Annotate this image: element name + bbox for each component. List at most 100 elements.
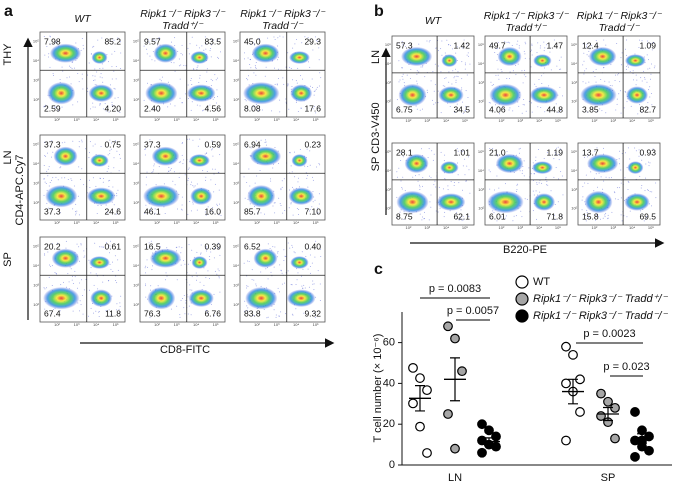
event-dot — [206, 68, 208, 70]
x-tick-label: 10⁴ — [93, 322, 99, 327]
event-dot — [160, 80, 162, 82]
event-dot — [94, 75, 96, 77]
event-dot — [273, 309, 275, 311]
event-dot — [255, 61, 257, 63]
event-dot — [204, 153, 206, 155]
event-dot — [202, 110, 204, 112]
event-dot — [557, 146, 559, 148]
event-dot — [449, 44, 451, 46]
event-dot — [49, 35, 51, 37]
event-dot — [106, 212, 108, 214]
event-dot — [309, 164, 311, 166]
event-dot — [244, 300, 246, 302]
event-dot — [112, 270, 114, 272]
event-dot — [213, 39, 215, 41]
data-point — [610, 433, 620, 444]
event-dot — [651, 191, 653, 193]
event-dot — [625, 91, 627, 93]
event-dot — [72, 104, 74, 106]
event-dot — [401, 186, 403, 188]
event-dot — [624, 177, 626, 179]
event-dot — [62, 70, 64, 72]
y-tick-label: 10⁴ — [571, 168, 577, 173]
event-dot — [255, 67, 257, 69]
error-bar — [637, 433, 647, 444]
event-dot — [444, 78, 446, 80]
event-dot — [76, 210, 78, 212]
event-dot — [629, 210, 631, 212]
event-dot — [313, 90, 315, 92]
event-dot — [428, 219, 430, 221]
x-tick-label: 10⁴ — [293, 117, 299, 122]
x-tick-label: 10⁵ — [462, 225, 468, 230]
quadrant-value: 49.7 — [489, 40, 506, 50]
event-dot — [150, 240, 152, 242]
event-dot — [426, 40, 428, 42]
event-dot — [272, 205, 274, 207]
event-dot — [71, 279, 73, 281]
event-dot — [312, 280, 314, 282]
event-dot — [311, 206, 313, 208]
event-dot — [243, 58, 245, 60]
event-dot — [90, 53, 92, 55]
event-dot — [274, 212, 276, 214]
event-dot — [187, 47, 189, 49]
event-dot — [181, 54, 183, 56]
event-dot — [539, 45, 541, 47]
event-dot — [248, 168, 250, 170]
event-dot — [419, 184, 421, 186]
event-dot — [638, 155, 640, 157]
event-dot — [116, 303, 118, 305]
event-dot — [254, 206, 256, 208]
y-tick-label: 10³ — [133, 78, 139, 83]
event-dot — [553, 39, 555, 41]
event-dot — [493, 84, 495, 86]
event-dot — [586, 44, 588, 46]
event-dot — [283, 178, 285, 180]
event-dot — [274, 83, 276, 85]
event-dot — [536, 218, 538, 220]
event-dot — [43, 164, 45, 166]
event-dot — [153, 169, 155, 171]
event-dot — [111, 66, 113, 68]
event-dot — [174, 37, 176, 39]
event-dot — [453, 215, 455, 217]
event-dot — [615, 74, 617, 76]
y-tick-label: 10⁴ — [478, 168, 484, 173]
event-dot — [197, 65, 199, 67]
event-dot — [647, 102, 649, 104]
event-dot — [532, 162, 534, 164]
event-dot — [110, 148, 112, 150]
event-dot — [545, 178, 547, 180]
event-dot — [623, 107, 625, 109]
event-dot — [260, 285, 262, 287]
event-dot — [119, 108, 121, 110]
event-dot — [288, 108, 290, 110]
event-dot — [211, 149, 213, 151]
y-tick-label: 10⁵ — [478, 149, 484, 154]
event-dot — [609, 85, 611, 87]
event-dot — [588, 81, 590, 83]
data-point — [561, 341, 571, 352]
y-tick-label: 10⁵ — [233, 141, 239, 146]
event-dot — [274, 202, 276, 204]
event-dot — [543, 50, 545, 52]
event-dot — [516, 189, 518, 191]
event-dot — [617, 74, 619, 76]
event-dot — [616, 42, 618, 44]
event-dot — [188, 53, 190, 55]
event-dot — [108, 111, 110, 113]
event-dot — [59, 167, 61, 169]
event-dot — [79, 260, 81, 262]
event-dot — [108, 165, 110, 167]
quadrant-value: 1.42 — [453, 40, 470, 50]
event-dot — [120, 295, 122, 297]
event-dot — [101, 77, 103, 79]
data-point — [422, 448, 432, 458]
event-dot — [72, 283, 74, 285]
event-dot — [653, 41, 655, 43]
event-dot — [178, 176, 180, 178]
quadrant-value: 0.93 — [639, 147, 656, 157]
event-dot — [45, 182, 47, 184]
